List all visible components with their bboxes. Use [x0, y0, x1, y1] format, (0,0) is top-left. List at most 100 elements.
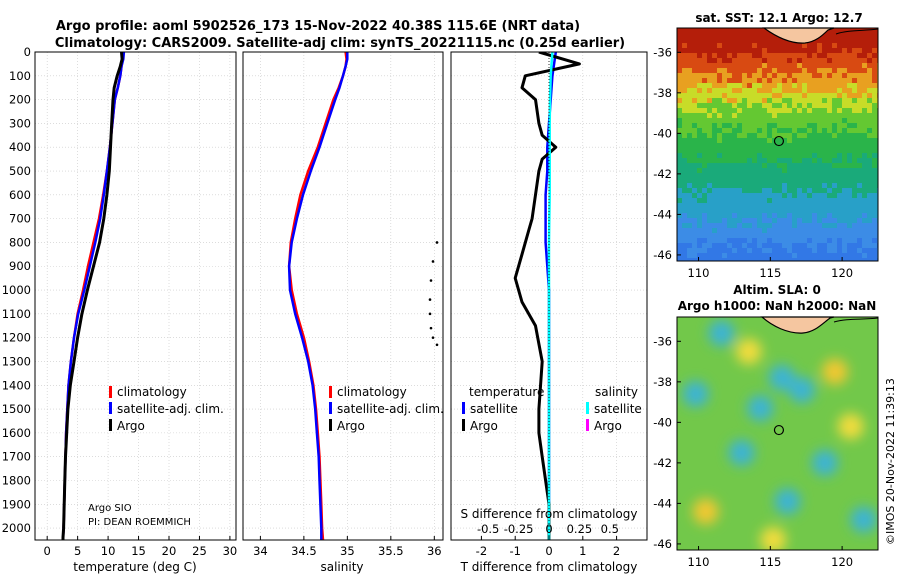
sst-cell: [752, 223, 758, 229]
sst-cell: [862, 233, 868, 239]
sst-cell: [852, 213, 858, 219]
sst-cell: [852, 173, 858, 179]
sst-cell: [812, 258, 818, 261]
sst-cell: [832, 183, 838, 189]
sst-cell: [867, 148, 873, 154]
sst-cell: [737, 113, 743, 119]
sst-cell: [842, 153, 848, 159]
sst-cell: [727, 243, 733, 249]
sst-cell: [822, 38, 828, 44]
sst-cell: [677, 28, 683, 34]
sst-cell: [822, 43, 828, 49]
sst-cell: [722, 203, 728, 209]
sst-cell: [802, 148, 808, 154]
sst-cell: [717, 28, 723, 34]
sst-cell: [872, 153, 878, 159]
sst-cell: [792, 248, 798, 254]
sst-cell: [777, 223, 783, 229]
sst-cell: [697, 183, 703, 189]
sst-cell: [787, 128, 793, 134]
sst-cell: [772, 143, 778, 149]
sst-cell: [842, 33, 848, 39]
sst-cell: [852, 188, 858, 194]
sst-cell: [822, 233, 828, 239]
sst-cell: [682, 158, 688, 164]
sst-cell: [782, 168, 788, 174]
x-tick-label: 35.5: [378, 544, 404, 558]
sst-cell: [867, 143, 873, 149]
s-diff-tick-label: 0.5: [601, 522, 619, 536]
sst-cell: [802, 158, 808, 164]
sst-cell: [847, 153, 853, 159]
sst-cell: [772, 203, 778, 209]
sst-cell: [817, 213, 823, 219]
sst-cell: [807, 173, 813, 179]
sst-cell: [837, 38, 843, 44]
sst-cell: [697, 163, 703, 169]
sst-cell: [847, 68, 853, 74]
sst-cell: [782, 88, 788, 94]
sst-cell: [847, 238, 853, 244]
sst-cell: [682, 223, 688, 229]
sst-cell: [772, 258, 778, 261]
sst-cell: [717, 173, 723, 179]
sst-cell: [837, 108, 843, 114]
sst-cell: [712, 203, 718, 209]
sst-cell: [677, 58, 683, 64]
sst-cell: [817, 93, 823, 99]
sst-cell: [782, 148, 788, 154]
sst-cell: [722, 208, 728, 214]
sst-cell: [697, 58, 703, 64]
sst-cell: [817, 258, 823, 261]
sst-cell: [762, 103, 768, 109]
sst-cell: [872, 108, 878, 114]
sst-cell: [677, 188, 683, 194]
sst-cell: [767, 163, 773, 169]
sst-cell: [767, 248, 773, 254]
sst-cell: [837, 113, 843, 119]
sst-cell: [777, 83, 783, 89]
sst-cell: [702, 38, 708, 44]
sst-cell: [792, 63, 798, 69]
sst-cell: [772, 103, 778, 109]
sst-cell: [872, 58, 878, 64]
sst-cell: [817, 128, 823, 134]
sst-cell: [822, 53, 828, 59]
sst-cell: [702, 153, 708, 159]
sst-cell: [692, 93, 698, 99]
sst-cell: [842, 148, 848, 154]
sst-cell: [872, 173, 878, 179]
sst-cell: [822, 143, 828, 149]
sst-cell: [802, 213, 808, 219]
sst-cell: [862, 218, 868, 224]
sst-cell: [872, 68, 878, 74]
depth-tick-label: 300: [9, 116, 31, 130]
sst-cell: [727, 93, 733, 99]
sst-cell: [677, 113, 683, 119]
sst-cell: [872, 148, 878, 154]
sst-cell: [742, 148, 748, 154]
sst-cell: [832, 223, 838, 229]
sst-cell: [767, 93, 773, 99]
sst-cell: [827, 28, 833, 34]
sst-cell: [717, 138, 723, 144]
sst-cell: [837, 253, 843, 259]
sst-cell: [787, 183, 793, 189]
sst-cell: [707, 28, 713, 34]
sst-cell: [762, 118, 768, 124]
sst-cell: [832, 248, 838, 254]
sla-blob: [768, 364, 795, 391]
sst-cell: [757, 188, 763, 194]
sst-cell: [677, 198, 683, 204]
sst-cell: [822, 203, 828, 209]
sst-cell: [682, 53, 688, 59]
sst-cell: [687, 73, 693, 79]
sst-cell: [707, 208, 713, 214]
sst-cell: [872, 258, 878, 261]
sst-cell: [722, 43, 728, 49]
sst-cell: [757, 123, 763, 129]
sst-cell: [827, 148, 833, 154]
sst-cell: [787, 178, 793, 184]
sst-cell: [677, 133, 683, 139]
sst-cell: [847, 63, 853, 69]
